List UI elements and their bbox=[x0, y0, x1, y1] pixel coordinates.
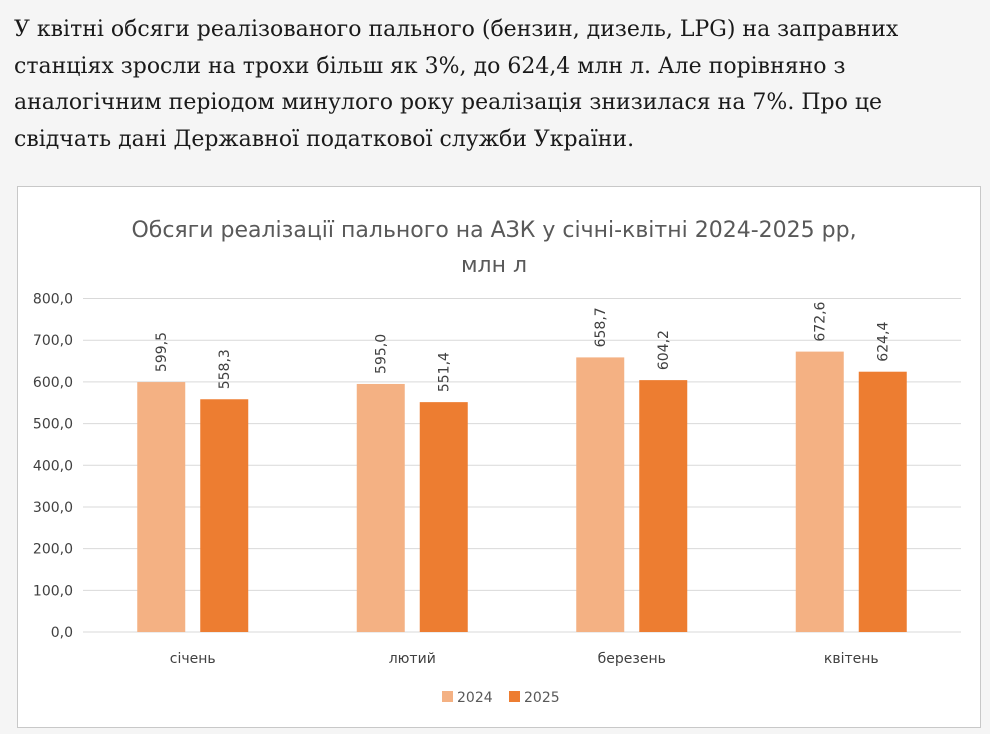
data-label: 599,5 bbox=[154, 332, 170, 372]
bar-2025 bbox=[639, 380, 688, 632]
x-axis-categories: січень лютий березень квітень bbox=[170, 651, 879, 667]
data-label: 604,2 bbox=[656, 330, 672, 370]
y-tick-label: 700,0 bbox=[33, 333, 73, 349]
data-label: 558,3 bbox=[217, 349, 233, 389]
data-label: 595,0 bbox=[374, 334, 390, 374]
bar-2024 bbox=[137, 382, 186, 632]
bar-2025 bbox=[419, 402, 468, 632]
category-label: січень bbox=[170, 651, 216, 667]
legend-label: 2024 bbox=[457, 690, 493, 706]
data-label: 551,4 bbox=[437, 352, 453, 392]
category-label: лютий bbox=[389, 651, 436, 667]
y-tick-label: 600,0 bbox=[33, 375, 73, 391]
bar-2024 bbox=[356, 383, 405, 632]
y-tick-label: 500,0 bbox=[33, 417, 73, 433]
bars bbox=[137, 351, 907, 632]
legend-swatch-2025 bbox=[509, 691, 520, 702]
data-labels: 599,5 558,3 595,0 551,4 658,7 604,2 672,6 624,4 bbox=[154, 301, 892, 392]
y-tick-label: 300,0 bbox=[33, 500, 73, 516]
bar-2025 bbox=[200, 399, 249, 632]
bar-2024 bbox=[576, 357, 625, 632]
y-axis-ticks: 0,0 100,0 200,0 300,0 400,0 500,0 600,0 700,0 80… bbox=[33, 292, 73, 642]
fuel-sales-chart: Обсяги реалізації пального на АЗК у січн… bbox=[33, 218, 961, 706]
chart-title-line1: Обсяги реалізації пального на АЗК у січн… bbox=[131, 218, 856, 243]
legend-swatch-2024 bbox=[442, 691, 453, 702]
chart-title-line2: млн л bbox=[461, 253, 527, 278]
data-label: 624,4 bbox=[876, 322, 892, 362]
data-label: 672,6 bbox=[813, 301, 829, 341]
bar-2025 bbox=[858, 371, 907, 632]
y-tick-label: 800,0 bbox=[33, 292, 73, 308]
y-tick-label: 400,0 bbox=[33, 458, 73, 474]
data-label: 658,7 bbox=[593, 307, 609, 347]
category-label: квітень bbox=[824, 651, 879, 667]
y-tick-label: 100,0 bbox=[33, 583, 73, 599]
y-tick-label: 0,0 bbox=[51, 625, 73, 641]
article-paragraph: У квітні обсяги реалізованого пального (… bbox=[14, 17, 899, 152]
category-label: березень bbox=[598, 651, 666, 667]
y-tick-label: 200,0 bbox=[33, 542, 73, 558]
chart-container: Обсяги реалізації пального на АЗК у січн… bbox=[17, 186, 981, 728]
legend-label: 2025 bbox=[524, 690, 560, 706]
bar-2024 bbox=[795, 351, 844, 632]
legend: 2024 2025 bbox=[442, 690, 560, 706]
